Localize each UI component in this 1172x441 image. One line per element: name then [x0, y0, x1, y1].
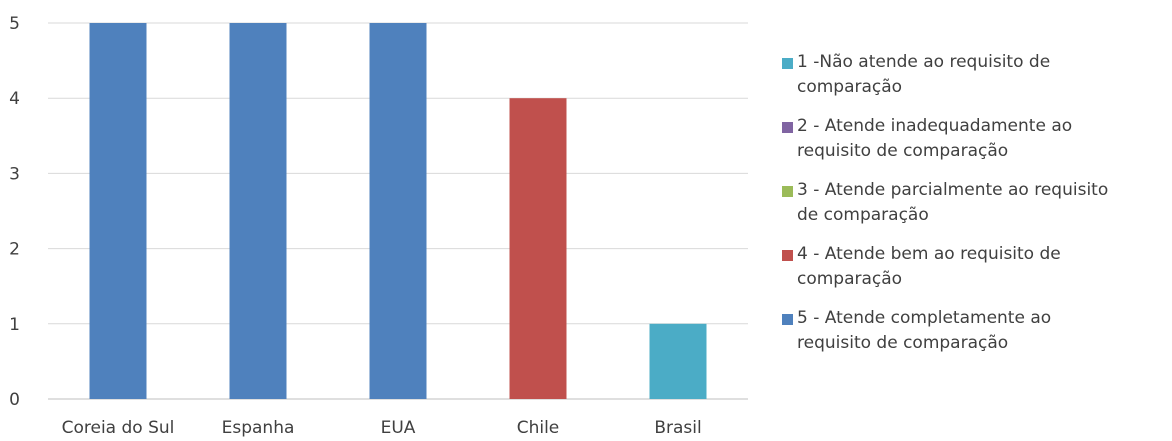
- y-tick-label: 3: [9, 164, 20, 184]
- y-tick-label: 2: [9, 240, 20, 260]
- legend-item-level-2: 2 - Atende inadequadamente ao requisito …: [782, 114, 1172, 164]
- chart-plot-area: 0 1 2 3 4 5 Coreia do Sul Espanha EUA Chile Brasi…: [9, 14, 748, 438]
- legend-label: 5 - Atende completamente ao requisito de…: [797, 308, 1052, 353]
- bar-chart: 0 1 2 3 4 5 Coreia do Sul Espanha EUA Chile Brasi…: [9, 14, 748, 438]
- legend-swatch: [782, 186, 793, 197]
- legend-swatch: [782, 250, 793, 261]
- legend-item-level-4: 4 - Atende bem ao requisito de comparaçã…: [782, 242, 1172, 292]
- bar-brasil: [649, 323, 707, 399]
- legend-label: 2 - Atende inadequadamente ao requisito …: [797, 116, 1073, 161]
- legend-label: 1 -Não atende ao requisito de comparação: [797, 52, 1051, 97]
- x-tick-label: Brasil: [654, 418, 701, 437]
- x-axis-tick-labels: Coreia do Sul Espanha EUA Chile Brasil: [62, 418, 702, 438]
- legend-label: 4 - Atende bem ao requisito de comparaçã…: [797, 244, 1061, 289]
- x-tick-label: EUA: [381, 418, 416, 437]
- legend-label: 3 - Atende parcialmente ao requisito de …: [797, 180, 1109, 225]
- bar-coreia-do-sul: [89, 23, 147, 399]
- y-tick-label: 5: [9, 14, 20, 34]
- bars: [89, 23, 707, 399]
- x-tick-label: Espanha: [222, 418, 295, 437]
- bar-eua: [369, 23, 427, 399]
- x-tick-label: Chile: [517, 418, 560, 437]
- bar-chile: [509, 98, 567, 399]
- legend-item-level-3: 3 - Atende parcialmente ao requisito de …: [782, 178, 1172, 228]
- legend-item-level-1: 1 -Não atende ao requisito de comparação: [782, 50, 1172, 100]
- y-axis-tick-labels: 0 1 2 3 4 5: [9, 14, 20, 410]
- legend: 1 -Não atende ao requisito de comparação…: [782, 50, 1172, 370]
- legend-swatch: [782, 122, 793, 133]
- y-tick-label: 1: [9, 315, 20, 335]
- x-tick-label: Coreia do Sul: [62, 418, 175, 437]
- legend-item-level-5: 5 - Atende completamente ao requisito de…: [782, 306, 1172, 356]
- y-tick-label: 4: [9, 89, 20, 109]
- bar-espanha: [229, 23, 287, 399]
- legend-swatch: [782, 58, 793, 69]
- y-tick-label: 0: [9, 390, 20, 410]
- legend-swatch: [782, 314, 793, 325]
